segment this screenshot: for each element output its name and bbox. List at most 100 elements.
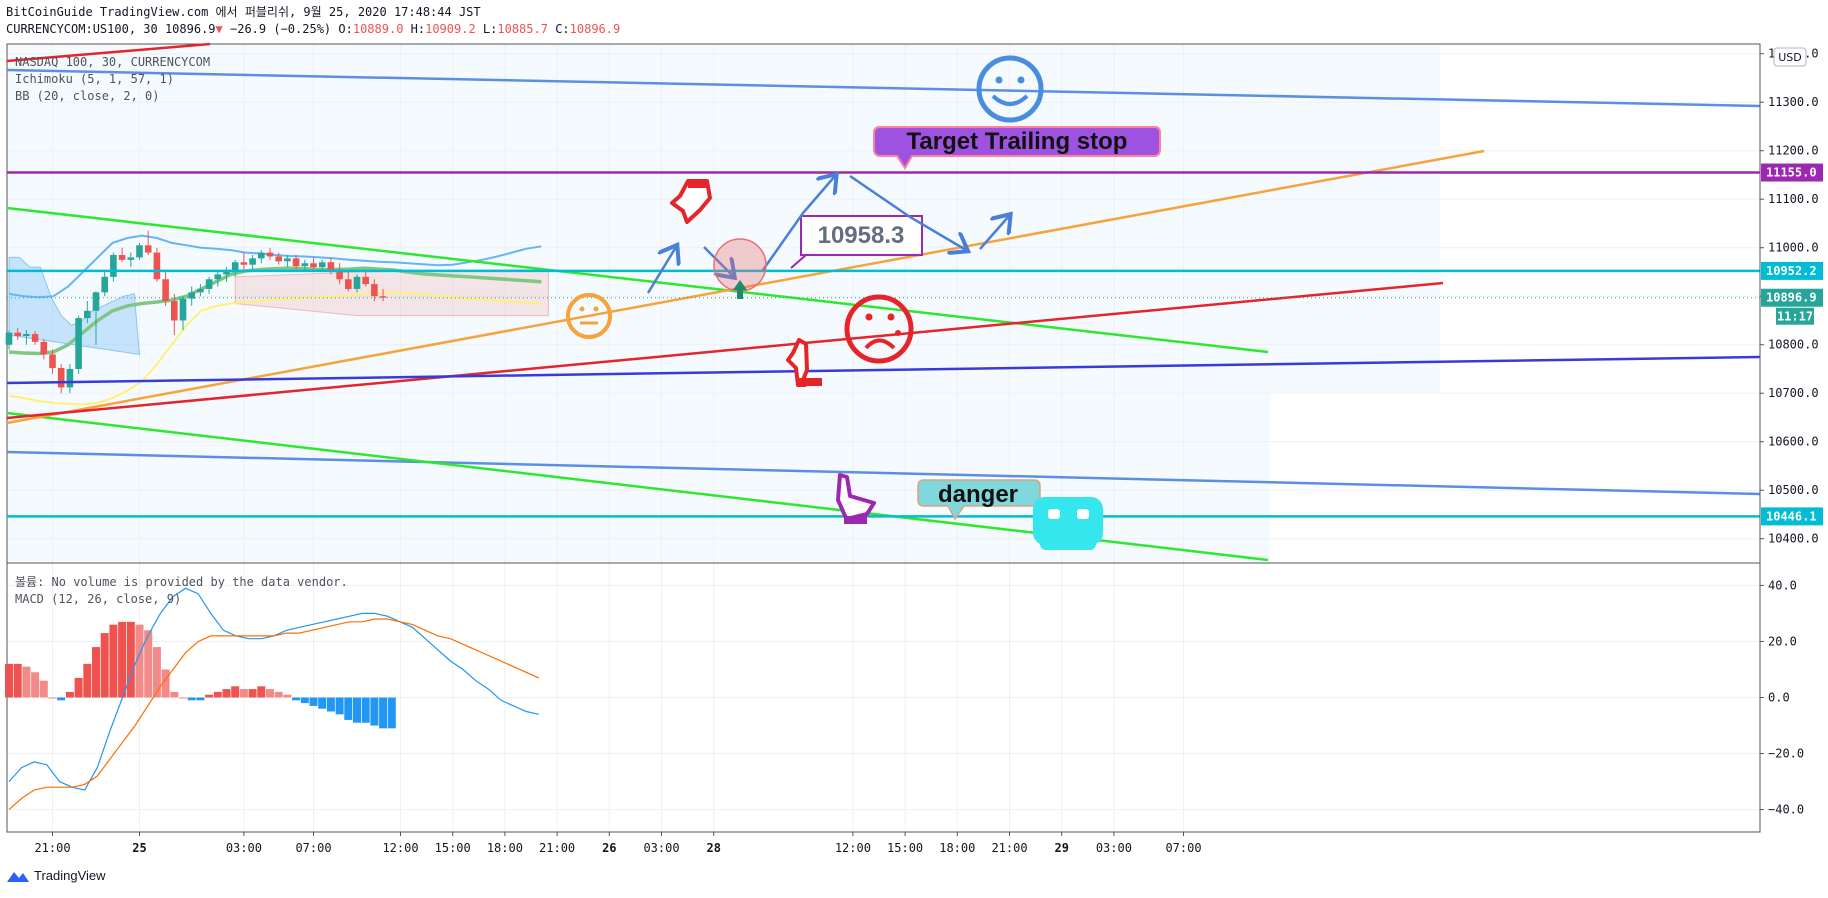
time-tick-label: 12:00 bbox=[835, 841, 871, 855]
price-tick-label: 40.0 bbox=[1768, 578, 1797, 592]
high-value: 10909.2 bbox=[425, 22, 476, 36]
macd-histogram-bar bbox=[335, 697, 344, 715]
macd-histogram-bar bbox=[83, 663, 92, 698]
trend-line-red-top[interactable] bbox=[6, 42, 211, 63]
symbol-legend[interactable]: NASDAQ 100, 30, CURRENCYCOM bbox=[15, 55, 211, 69]
down-arrow-icon: ▼ bbox=[215, 22, 223, 36]
candle bbox=[310, 257, 317, 270]
chart-header: BitCoinGuide TradingView.com 에서 퍼블리쉬, 9월… bbox=[6, 4, 620, 38]
support-line-blue[interactable] bbox=[6, 355, 1761, 385]
macd-histogram-bar bbox=[353, 697, 361, 723]
open-label: O: bbox=[338, 22, 353, 36]
bb-upper-line bbox=[8, 234, 542, 299]
macd-histogram-bar bbox=[161, 669, 170, 698]
candle bbox=[57, 364, 65, 394]
macd-histogram-bar bbox=[144, 630, 153, 698]
candle bbox=[92, 291, 100, 345]
macd-histogram-bar bbox=[135, 624, 144, 698]
high-label: H: bbox=[410, 22, 426, 36]
annotations[interactable]: Target Trailing stop 10958.3 danger bbox=[566, 55, 1161, 550]
projection-arrows bbox=[646, 176, 1009, 294]
macd-histogram-bar bbox=[109, 624, 118, 698]
danger-callout[interactable]: danger bbox=[917, 479, 1041, 521]
macd-histogram-bar bbox=[387, 697, 396, 729]
time-tick-label: 21:00 bbox=[539, 841, 575, 855]
candle bbox=[171, 293, 178, 336]
tradingview-logo-icon bbox=[7, 871, 29, 882]
time-tick-label: 29 bbox=[1054, 841, 1068, 855]
tradingview-logo[interactable]: TradingView bbox=[6, 868, 106, 883]
macd-histogram-bar bbox=[179, 697, 187, 699]
candle bbox=[371, 279, 378, 302]
currency-badge[interactable]: USD bbox=[1773, 47, 1807, 67]
price-tick-label: 10500.0 bbox=[1768, 483, 1819, 497]
macd-histogram-bar bbox=[274, 691, 283, 698]
candle bbox=[49, 349, 56, 374]
uptrend-line-orange[interactable] bbox=[6, 149, 1485, 425]
level-price-badge: 11155.0 bbox=[1761, 163, 1823, 182]
price-axis[interactable]: 10400.010500.010600.010700.010800.010900… bbox=[1759, 44, 1828, 832]
time-tick-label: 26 bbox=[602, 841, 616, 855]
symbol-label[interactable]: CURRENCYCOM:US100, 30 bbox=[6, 22, 158, 36]
candle bbox=[266, 247, 274, 260]
downtrend-line-upper[interactable] bbox=[6, 206, 1269, 354]
channel-top-line[interactable] bbox=[6, 68, 1761, 108]
macd-histogram-bar bbox=[31, 672, 40, 698]
macd-pane bbox=[5, 587, 540, 811]
time-tick-label: 07:00 bbox=[295, 841, 331, 855]
signal-line bbox=[8, 618, 540, 811]
macd-histogram-bar bbox=[309, 697, 318, 706]
candle bbox=[14, 327, 21, 340]
candle bbox=[84, 301, 91, 323]
macd-histogram-bar bbox=[205, 694, 214, 698]
pointing-hand-icon bbox=[786, 338, 822, 387]
macd-histogram-bar bbox=[239, 689, 248, 698]
candle bbox=[284, 254, 291, 268]
macd-histogram-bar bbox=[370, 697, 379, 726]
candle bbox=[188, 286, 195, 306]
ichimoku-legend[interactable]: Ichimoku (5, 1, 57, 1) bbox=[15, 72, 174, 86]
macd-histogram-bar bbox=[22, 666, 31, 698]
price-change: −26.9 (−0.25%) bbox=[230, 22, 332, 36]
candle bbox=[136, 242, 143, 260]
candle bbox=[336, 263, 343, 285]
time-tick-label: 21:00 bbox=[34, 841, 70, 855]
svg-text:10896.9: 10896.9 bbox=[1766, 291, 1817, 305]
price-tick-label: 10600.0 bbox=[1768, 435, 1819, 449]
macd-histogram-bar bbox=[300, 697, 309, 704]
bb-legend[interactable]: BB (20, close, 2, 0) bbox=[15, 89, 160, 103]
macd-histogram-bar bbox=[170, 691, 179, 698]
candle bbox=[23, 330, 30, 345]
price-callout[interactable]: 10958.3 bbox=[790, 215, 923, 269]
macd-histogram-bar bbox=[196, 697, 205, 701]
time-tick-label: 03:00 bbox=[1096, 841, 1132, 855]
robot-face-icon bbox=[1033, 497, 1103, 550]
candle bbox=[40, 338, 48, 360]
uptrend-line-red[interactable] bbox=[6, 281, 1444, 420]
close-label: C: bbox=[555, 22, 570, 36]
candle bbox=[162, 271, 169, 306]
candle bbox=[66, 364, 74, 394]
candlestick-series bbox=[5, 230, 387, 394]
macd-histogram-bar bbox=[213, 691, 222, 698]
candle bbox=[153, 247, 161, 282]
candle bbox=[101, 271, 108, 297]
target-callout[interactable]: Target Trailing stop bbox=[873, 126, 1161, 170]
macd-histogram-bar bbox=[118, 621, 127, 698]
low-label: L: bbox=[482, 22, 498, 36]
macd-legend[interactable]: MACD (12, 26, close, 9) bbox=[15, 592, 182, 606]
price-tick-label: 11200.0 bbox=[1768, 144, 1819, 158]
price-tick-label: 11100.0 bbox=[1768, 192, 1819, 206]
candle bbox=[197, 284, 204, 297]
last-price-badge: 10896.9 bbox=[1761, 288, 1823, 307]
time-tick-label: 21:00 bbox=[991, 841, 1027, 855]
price-tick-label: −40.0 bbox=[1768, 803, 1804, 817]
time-axis[interactable]: 21:00 25 03:00 07:00 12:00 15:00 18:00 21:00 26 0… bbox=[7, 831, 1760, 855]
channel-bottom-line[interactable] bbox=[6, 450, 1761, 496]
pointing-hand-icon bbox=[836, 473, 876, 524]
macd-histogram-bar bbox=[48, 697, 57, 699]
macd-histogram-bar bbox=[266, 689, 274, 698]
candle bbox=[127, 252, 135, 268]
candle bbox=[258, 250, 265, 264]
